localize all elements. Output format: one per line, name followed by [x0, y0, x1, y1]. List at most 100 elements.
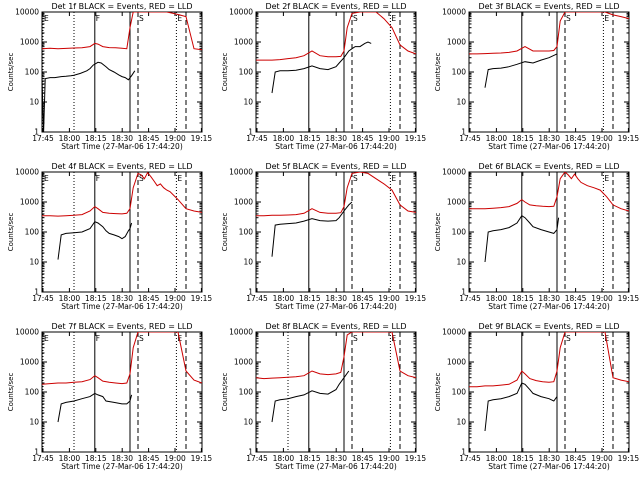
y-tick-label: 1: [34, 448, 39, 457]
x-tick-label: 18:00: [59, 454, 81, 463]
time-marker-label: S: [353, 14, 358, 23]
y-axis-label: Counts/sec: [7, 373, 15, 412]
plot-frame: [41, 11, 203, 133]
x-tick-label: 18:45: [352, 294, 374, 303]
y-tick-label: 1000: [447, 198, 466, 207]
series-lld-line: [42, 332, 202, 385]
x-tick-label: 19:00: [591, 134, 613, 143]
x-tick-label: 18:45: [138, 134, 160, 143]
x-tick-label: 19:15: [191, 454, 213, 463]
x-axis-label: Start Time (27-Mar-06 17:44:20): [61, 462, 183, 471]
series-events-line: [484, 215, 560, 263]
panel-1: Det 1f BLACK = Events, RED = LLD 1 10 100 10…: [7, 2, 212, 151]
series-events-line: [271, 41, 372, 94]
plot-frame: [468, 331, 630, 453]
plot-frame: [255, 331, 417, 453]
time-marker-label: E: [177, 14, 182, 23]
y-tick-label: 10: [29, 418, 39, 427]
series-lld-line: [42, 172, 202, 217]
y-tick-label: 100: [25, 68, 40, 77]
y-tick-label: 100: [239, 388, 254, 397]
y-tick-label: 10000: [229, 168, 253, 177]
series-events-line: [57, 221, 133, 260]
x-tick-label: 18:15: [512, 294, 534, 303]
x-tick-label: 17:45: [32, 454, 54, 463]
y-tick-label: 10: [243, 418, 253, 427]
x-tick-label: 17:45: [459, 454, 481, 463]
x-tick-label: 19:00: [378, 294, 400, 303]
chart-title: Det 4f BLACK = Events, RED = LLD: [51, 162, 192, 171]
time-marker-label: S: [353, 334, 358, 343]
x-axis-label: Start Time (27-Mar-06 17:44:20): [61, 142, 183, 151]
y-tick-label: 1: [248, 448, 253, 457]
time-marker-label: F: [96, 174, 100, 183]
x-tick-label: 18:15: [299, 294, 321, 303]
time-marker-label: S: [566, 334, 571, 343]
x-tick-label: 17:45: [246, 294, 268, 303]
x-tick-label: 18:45: [352, 454, 374, 463]
chart-title: Det 1f BLACK = Events, RED = LLD: [51, 2, 192, 11]
chart-title: Det 6f BLACK = Events, RED = LLD: [478, 162, 619, 171]
y-axis-label: Counts/sec: [221, 53, 229, 92]
panel-2: Det 2f BLACK = Events, RED = LLD 1 10 100 10…: [221, 2, 426, 151]
time-marker-label: E: [44, 14, 49, 23]
x-tick-label: 18:30: [325, 454, 347, 463]
y-tick-label: 10: [243, 98, 253, 107]
x-tick-label: 17:45: [32, 134, 54, 143]
series-lld-line: [256, 332, 416, 380]
y-tick-label: 10000: [229, 328, 253, 337]
x-tick-label: 17:45: [246, 134, 268, 143]
panel-7: Det 7f BLACK = Events, RED = LLD 1 10 100 10…: [7, 322, 212, 471]
x-tick-label: 18:15: [299, 454, 321, 463]
x-tick-label: 18:45: [138, 294, 160, 303]
x-tick-label: 19:00: [378, 454, 400, 463]
y-tick-label: 10000: [229, 8, 253, 17]
time-marker-label: E: [391, 334, 396, 343]
x-tick-label: 19:15: [405, 454, 427, 463]
panel-5: Det 5f BLACK = Events, RED = LLD 1 10 100 10…: [221, 162, 426, 311]
y-tick-label: 100: [25, 388, 40, 397]
y-axis-label: Counts/sec: [7, 53, 15, 92]
y-tick-label: 10: [456, 98, 466, 107]
time-marker-label: S: [139, 174, 144, 183]
x-axis-label: Start Time (27-Mar-06 17:44:20): [488, 142, 610, 151]
series-lld-line: [256, 12, 416, 61]
x-axis-label: Start Time (27-Mar-06 17:44:20): [275, 302, 397, 311]
time-marker-label: E: [44, 334, 49, 343]
time-marker-label: E: [44, 174, 49, 183]
plot-frame: [255, 11, 417, 133]
x-tick-label: 19:00: [164, 294, 186, 303]
series-lld-line: [469, 12, 629, 55]
series-events-line: [42, 61, 136, 132]
panel-6: Det 6f BLACK = Events, RED = LLD 1 10 100 10…: [434, 162, 639, 311]
y-axis-label: Counts/sec: [434, 53, 442, 92]
plot-frame: [41, 331, 203, 453]
y-tick-label: 100: [452, 388, 467, 397]
time-marker-label: S: [139, 14, 144, 23]
chart-title: Det 3f BLACK = Events, RED = LLD: [478, 2, 619, 11]
time-marker-label: F: [96, 14, 100, 23]
y-tick-label: 1000: [20, 198, 39, 207]
x-tick-label: 17:45: [32, 294, 54, 303]
x-tick-label: 18:00: [486, 134, 508, 143]
y-tick-label: 1000: [234, 38, 253, 47]
chart-title: Det 8f BLACK = Events, RED = LLD: [265, 322, 406, 331]
x-tick-label: 18:30: [111, 134, 133, 143]
y-tick-label: 1: [461, 128, 466, 137]
time-marker-label: E: [177, 174, 182, 183]
y-tick-label: 10000: [442, 8, 466, 17]
x-tick-label: 18:30: [538, 454, 560, 463]
y-tick-label: 10000: [15, 168, 39, 177]
x-axis-label: Start Time (27-Mar-06 17:44:20): [488, 302, 610, 311]
y-tick-label: 10000: [442, 168, 466, 177]
x-tick-label: 19:15: [405, 294, 427, 303]
x-tick-label: 18:15: [512, 454, 534, 463]
y-tick-label: 1000: [447, 358, 466, 367]
x-tick-label: 19:15: [191, 294, 213, 303]
x-tick-label: 19:00: [591, 294, 613, 303]
x-tick-label: 19:15: [618, 294, 640, 303]
x-tick-label: 18:45: [352, 134, 374, 143]
panel-8: Det 8f BLACK = Events, RED = LLD 1 10 100 10…: [221, 322, 426, 471]
x-tick-label: 18:30: [111, 294, 133, 303]
